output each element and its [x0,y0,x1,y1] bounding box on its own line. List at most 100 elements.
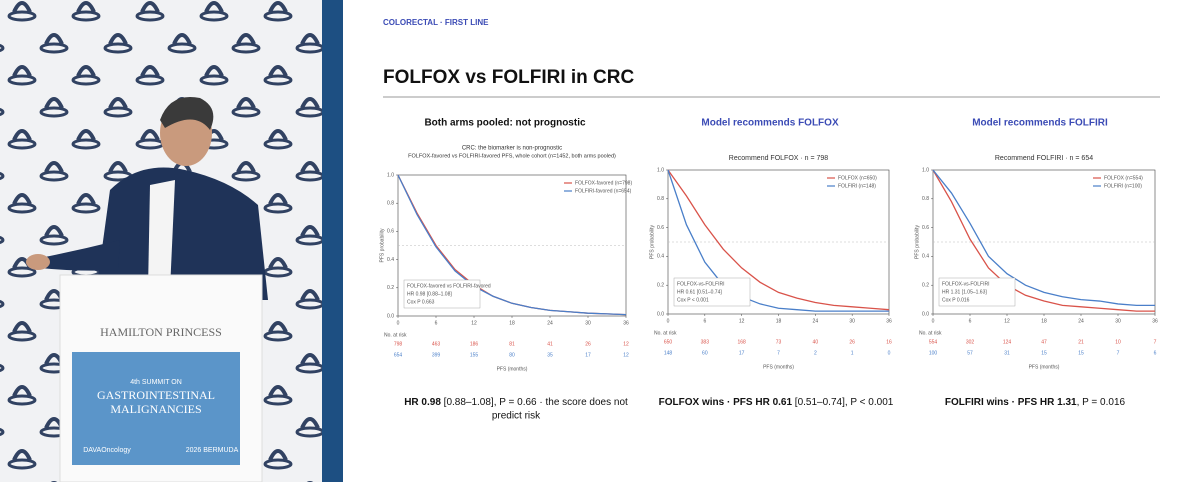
x-tick-label: 36 [1152,318,1158,324]
risk-count: 26 [585,341,591,347]
annotation: FOLFOX-vs-FOLFIRI [677,281,725,287]
risk-count: 16 [886,339,892,345]
y-tick-label: 0.0 [657,311,664,317]
chart-title: CRC: the biomarker is non-prognostic [462,146,562,152]
panel-caption: FOLFIRI wins · PFS HR 1.31, P = 0.016 [945,397,1126,408]
x-axis-label: PFS (months) [763,364,794,370]
legend-label: FOLFIRI (n=148) [838,183,876,189]
risk-count: 399 [432,352,441,358]
chart-subtitle: FOLFOX-favored vs FOLFIRI-favored PFS, w… [408,153,616,159]
y-tick-label: 0.6 [922,225,929,231]
caption-bold: HR 0.98 [404,397,441,408]
risk-count: 10 [1115,339,1121,345]
y-tick-label: 0.8 [922,196,929,202]
annotation: Cox P 0.663 [407,299,435,305]
caption-text: , P = 0.016 [1077,397,1126,408]
sponsor: DAVAOncology [83,447,131,454]
caption-bold: FOLFOX wins · PFS HR 0.61 [659,397,793,408]
y-axis-label: PFS probability [649,225,655,259]
risk-label: No. at risk [654,330,677,336]
x-tick-label: 24 [547,320,553,326]
risk-count: 41 [547,341,553,347]
risk-count: 0 [888,350,891,356]
y-tick-label: 1.0 [387,172,394,178]
risk-count: 60 [702,350,708,356]
risk-count: 47 [1041,339,1047,345]
risk-count: 148 [664,350,673,356]
y-axis-label: PFS probability [914,225,920,259]
risk-count: 12 [623,352,629,358]
y-axis-label: PFS probability [379,228,385,262]
risk-count: 12 [623,341,629,347]
slide-title: FOLFOX vs FOLFIRI in CRC [383,67,635,88]
annotation: Cox P < 0.001 [677,297,709,303]
panel-heading: Both arms pooled: not prognostic [424,118,586,129]
risk-count: 81 [509,341,515,347]
risk-count: 26 [849,339,855,345]
x-tick-label: 24 [813,318,819,324]
slide: COLORECTAL · FIRST LINE FOLFOX vs FOLFIR… [383,18,1160,422]
legend-label: FOLFOX (n=650) [838,175,877,181]
risk-count: 7 [1117,350,1120,356]
risk-count: 15 [1078,350,1084,356]
risk-count: 654 [394,352,403,358]
risk-count: 31 [1004,350,1010,356]
x-tick-label: 0 [932,318,935,324]
y-tick-label: 0.2 [657,283,664,289]
risk-count: 554 [929,339,938,345]
x-tick-label: 6 [435,320,438,326]
x-axis-label: PFS (months) [497,366,528,372]
legend-label: FOLFOX-favored (n=798) [575,180,632,186]
x-tick-label: 18 [776,318,782,324]
annotation-box [938,277,1016,307]
banner-line: GASTROINTESTINAL [97,388,215,402]
risk-count: 7 [1154,339,1157,345]
chart-title: Recommend FOLFOX · n = 798 [729,155,829,162]
risk-count: 463 [432,341,441,347]
summit: 4th SUMMIT ON [130,379,182,386]
km-curve [667,169,890,311]
x-tick-label: 36 [886,318,892,324]
risk-count: 21 [1078,339,1084,345]
y-tick-label: 1.0 [922,167,929,173]
risk-label: No. at risk [384,332,407,338]
y-tick-label: 0.0 [387,313,394,319]
y-tick-label: 0.2 [387,285,394,291]
x-tick-label: 30 [1115,318,1121,324]
annotation: FOLFOX-vs-FOLFIRI [942,281,990,287]
risk-count: 57 [967,350,973,356]
risk-count: 17 [739,350,745,356]
annotation: Cox P 0.016 [942,297,970,303]
slide-kicker: COLORECTAL · FIRST LINE [383,18,489,27]
risk-count: 1 [851,350,854,356]
risk-count: 7 [777,350,780,356]
x-tick-label: 18 [509,320,515,326]
risk-count: 168 [737,339,746,345]
x-tick-label: 0 [667,318,670,324]
risk-count: 100 [929,350,938,356]
legend-label: FOLFIRI (n=100) [1104,183,1142,189]
panel-heading: Model recommends FOLFOX [701,118,839,129]
y-tick-label: 0.2 [922,283,929,289]
y-tick-label: 0.6 [387,229,394,235]
panel-caption: FOLFOX wins · PFS HR 0.61 [0.51–0.74], P… [659,397,894,408]
y-tick-label: 0.8 [387,201,394,207]
y-tick-label: 0.0 [922,311,929,317]
x-axis-label: PFS (months) [1029,364,1060,370]
y-tick-label: 1.0 [657,167,664,173]
x-tick-label: 12 [1004,318,1010,324]
legend-label: FOLFIRI-favored (n=654) [575,188,632,194]
risk-count: 17 [585,352,591,358]
annotation: HR 1.31 [1.05–1.63] [942,289,987,295]
annotation-box [403,279,481,309]
panel-caption: HR 0.98 [0.88–1.08], P = 0.66 · the scor… [404,397,628,408]
x-tick-label: 12 [471,320,477,326]
panel-heading: Model recommends FOLFIRI [972,118,1108,129]
y-tick-label: 0.4 [657,254,664,260]
x-tick-label: 6 [969,318,972,324]
risk-count: 798 [394,341,403,347]
caption-text: [0.51–0.74], P < 0.001 [792,397,894,408]
annotation: HR 0.98 [0.88–1.08] [407,291,452,297]
